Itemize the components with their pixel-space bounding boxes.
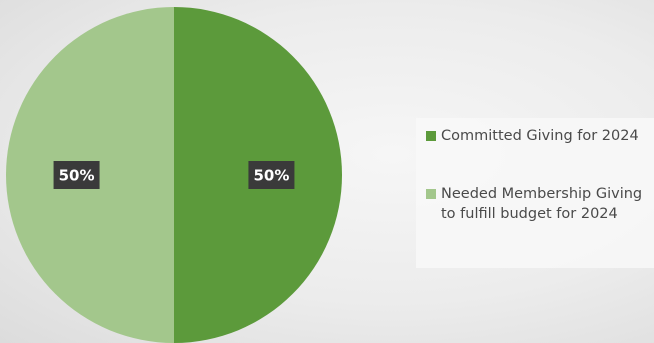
data-label-box xyxy=(248,161,295,189)
legend-label-committed-giving: Committed Giving for 2024 xyxy=(441,128,639,144)
data-label-needed-membership-giving-to-fulfill-budg: 50% xyxy=(53,161,100,189)
chart-legend: Committed Giving for 2024 Needed Members… xyxy=(416,118,654,268)
data-label-text: 50% xyxy=(59,167,95,185)
pie-data-labels: 50% 50% xyxy=(53,161,295,189)
data-label-text: 50% xyxy=(253,167,289,185)
legend-swatch-needed-membership-giving xyxy=(426,189,436,199)
data-label-box xyxy=(53,161,100,189)
legend-item-committed-giving: Committed Giving for 2024 xyxy=(426,126,654,146)
data-label-committed-giving-for-2024: 50% xyxy=(248,161,295,189)
legend-item-needed-membership-giving: Needed Membership Giving to fulfill budg… xyxy=(426,184,654,224)
legend-swatch-committed-giving xyxy=(426,131,436,141)
legend-label-needed-membership-giving: Needed Membership Giving to fulfill budg… xyxy=(441,186,643,222)
